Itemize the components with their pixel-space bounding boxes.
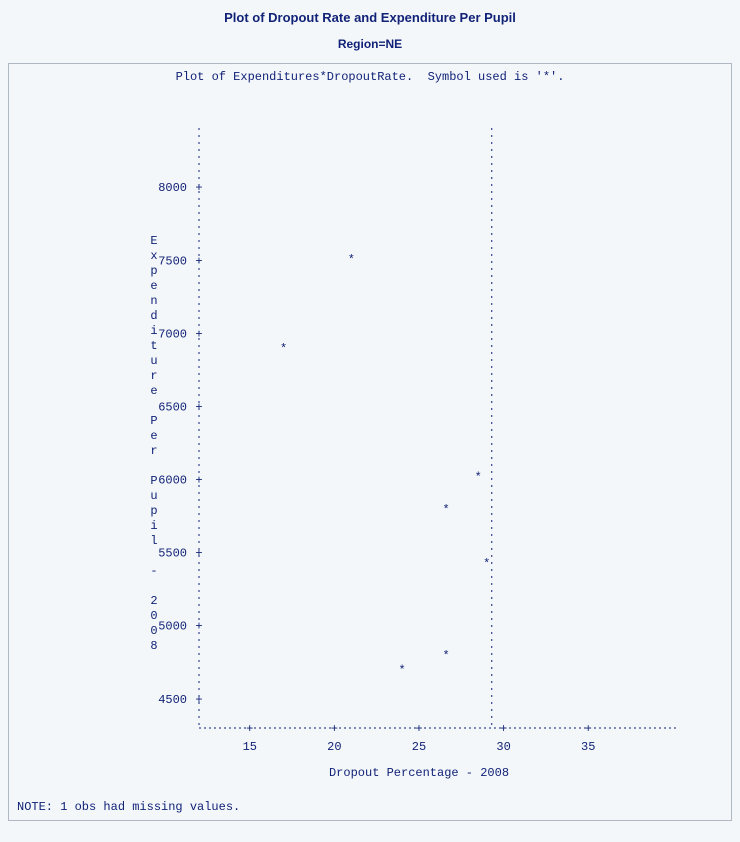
data-point: *: [483, 557, 490, 571]
y-tick-mark: +: [195, 693, 202, 707]
y-axis-label-char: e: [149, 279, 159, 294]
y-axis-label-char: i: [149, 324, 159, 339]
y-tick-mark: +: [195, 474, 202, 488]
x-tick-label: 25: [412, 740, 426, 754]
y-axis-label-char: [149, 459, 159, 474]
x-tick-label: 20: [327, 740, 341, 754]
plot-inner-title: Plot of Expenditures*DropoutRate. Symbol…: [9, 70, 731, 84]
y-axis-label-char: l: [149, 534, 159, 549]
footer-note: NOTE: 1 obs had missing values.: [17, 800, 240, 814]
y-axis-label-char: e: [149, 384, 159, 399]
x-tick-label: 35: [581, 740, 595, 754]
y-axis-label-char: P: [149, 474, 159, 489]
y-axis-label-char: [149, 399, 159, 414]
data-point: *: [348, 253, 355, 267]
chart-area: +4500 +5000 +5500 +6000 +6500 +7000 +7500 +8000…: [139, 88, 699, 808]
y-tick-mark: +: [195, 547, 202, 561]
y-tick-label: 5000: [158, 620, 187, 634]
data-point: *: [442, 503, 449, 517]
y-axis-label-char: 0: [149, 609, 159, 624]
y-axis-label-char: p: [149, 504, 159, 519]
y-axis-label-char: i: [149, 519, 159, 534]
y-tick-mark: +: [195, 400, 202, 414]
x-tick-mark: +: [415, 722, 422, 736]
y-tick-label: 7000: [158, 327, 187, 341]
y-tick-label: 4500: [158, 693, 187, 707]
y-tick-label: 7500: [158, 254, 187, 268]
data-point: *: [398, 664, 405, 678]
y-axis-label-char: e: [149, 429, 159, 444]
data-point: *: [475, 471, 482, 485]
data-point: *: [442, 649, 449, 663]
x-tick-mark: +: [585, 722, 592, 736]
y-axis-label-char: P: [149, 414, 159, 429]
data-point: *: [280, 342, 287, 356]
x-tick-label: 30: [496, 740, 510, 754]
y-axis-label-char: r: [149, 369, 159, 384]
y-tick-label: 8000: [158, 181, 187, 195]
y-axis-label-char: u: [149, 354, 159, 369]
y-axis-label-char: d: [149, 309, 159, 324]
y-axis-label-char: [149, 579, 159, 594]
x-tick-label: 15: [243, 740, 257, 754]
page-title: Plot of Dropout Rate and Expenditure Per…: [0, 0, 740, 25]
y-tick-mark: +: [195, 620, 202, 634]
y-axis-label-char: [149, 549, 159, 564]
x-tick-mark: +: [500, 722, 507, 736]
plot-region: Plot of Expenditures*DropoutRate. Symbol…: [8, 63, 732, 821]
y-axis-label-char: 0: [149, 624, 159, 639]
y-axis-label-char: -: [149, 564, 159, 579]
y-tick-mark: +: [195, 327, 202, 341]
y-axis-label-char: 2: [149, 594, 159, 609]
y-axis-label-char: 8: [149, 639, 159, 654]
y-tick-label: 6500: [158, 400, 187, 414]
x-axis-label: Dropout Percentage - 2008: [329, 766, 509, 780]
y-axis-label-char: E: [149, 234, 159, 249]
y-tick-label: 6000: [158, 474, 187, 488]
x-tick-mark: +: [246, 722, 253, 736]
scatter-svg: +4500 +5000 +5500 +6000 +6500 +7000 +7500 +8000…: [139, 88, 699, 808]
y-axis-label-char: u: [149, 489, 159, 504]
y-tick-mark: +: [195, 254, 202, 268]
y-axis-label-char: x: [149, 249, 159, 264]
y-tick-mark: +: [195, 181, 202, 195]
y-axis-label-vertical: Expenditure Per Pupil - 2008: [149, 234, 159, 654]
x-tick-mark: +: [331, 722, 338, 736]
y-axis-label-char: n: [149, 294, 159, 309]
page-subtitle: Region=NE: [0, 25, 740, 63]
y-axis-label-char: t: [149, 339, 159, 354]
y-tick-label: 5500: [158, 547, 187, 561]
page-root: Plot of Dropout Rate and Expenditure Per…: [0, 0, 740, 842]
y-axis-label-char: p: [149, 264, 159, 279]
y-axis-label-char: r: [149, 444, 159, 459]
